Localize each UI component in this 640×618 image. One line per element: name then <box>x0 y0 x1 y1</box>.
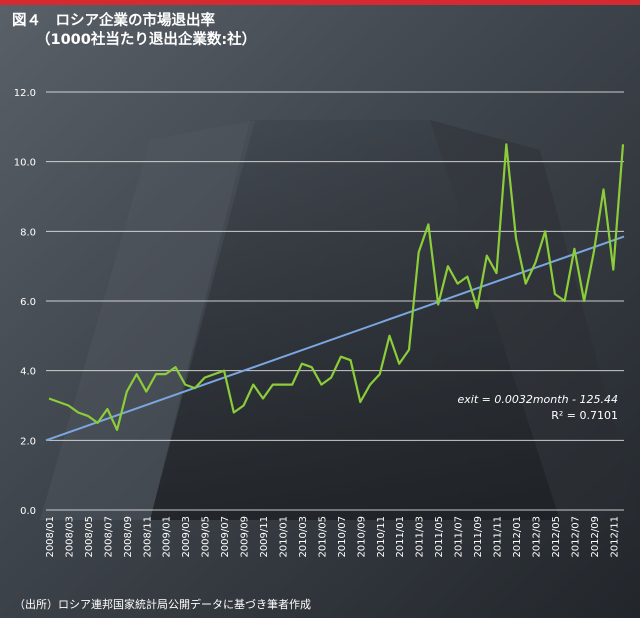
x-tick-label: 2011/05 <box>434 516 445 558</box>
background-escalator <box>150 120 560 520</box>
x-tick-label: 2010/11 <box>376 516 387 558</box>
title-block: 図４ ロシア企業の市場退出率 （1000社当たり退出企業数:社） <box>12 12 256 50</box>
x-tick-label: 2009/11 <box>259 516 270 558</box>
trendline-layer <box>45 235 625 442</box>
x-tick-label: 2011/03 <box>415 516 426 558</box>
x-tick-label: 2010/09 <box>356 516 367 558</box>
series-line <box>48 143 625 431</box>
x-tick-label: 2008/03 <box>64 516 75 558</box>
r-squared-line: R² = 0.7101 <box>551 409 618 422</box>
x-tick-label: 2008/07 <box>103 516 114 558</box>
series-layer <box>48 143 625 431</box>
source-note: （出所）ロシア連邦国家統計局公開データに基づき筆者作成 <box>14 598 311 611</box>
x-tick-label: 2012/11 <box>609 516 620 558</box>
chart-title: 図４ ロシア企業の市場退出率 <box>12 13 215 29</box>
x-tick-label: 2012/03 <box>531 516 542 558</box>
y-tick-label: 4.0 <box>20 367 36 378</box>
chart-subtitle: （1000社当たり退出企業数:社） <box>36 32 257 48</box>
trendline <box>45 235 625 442</box>
accent-bar <box>0 0 640 5</box>
x-tick-label: 2012/01 <box>512 516 523 558</box>
x-tick-label: 2010/05 <box>317 516 328 558</box>
y-tick-label: 0.0 <box>20 506 36 517</box>
gridlines <box>46 91 624 511</box>
x-tick-label: 2012/05 <box>551 516 562 558</box>
x-tick-label: 2012/09 <box>590 516 601 558</box>
y-tick-label: 12.0 <box>14 88 36 99</box>
x-tick-label: 2011/01 <box>395 516 406 558</box>
x-tick-label: 2010/07 <box>337 516 348 558</box>
x-axis-ticks: 2008/01 2008/03 2008/05 2008/07 2008/09 2008/… <box>45 516 620 558</box>
background-rail-right <box>430 120 640 520</box>
equation-line: exit = 0.0032month - 125.44 <box>457 393 619 406</box>
y-axis-ticks: 0.0 2.0 4.0 6.0 8.0 10.0 12.0 <box>14 88 36 517</box>
x-tick-label: 2011/11 <box>493 516 504 558</box>
x-tick-label: 2012/07 <box>570 516 581 558</box>
x-tick-label: 2009/07 <box>220 516 231 558</box>
y-tick-label: 10.0 <box>14 158 36 169</box>
y-tick-label: 8.0 <box>20 227 36 238</box>
y-tick-label: 6.0 <box>20 297 36 308</box>
y-tick-label: 2.0 <box>20 436 36 447</box>
x-tick-label: 2010/01 <box>278 516 289 558</box>
x-tick-label: 2008/01 <box>45 516 56 558</box>
x-tick-label: 2010/03 <box>298 516 309 558</box>
x-tick-label: 2011/09 <box>473 516 484 558</box>
x-tick-label: 2011/07 <box>454 516 465 558</box>
x-tick-label: 2008/09 <box>123 516 134 558</box>
x-tick-label: 2009/03 <box>181 516 192 558</box>
x-tick-label: 2009/01 <box>162 516 173 558</box>
trendline-equation: exit = 0.0032month - 125.44 R² = 0.7101 <box>410 392 619 424</box>
x-tick-label: 2008/11 <box>142 516 153 558</box>
x-tick-label: 2008/05 <box>84 516 95 558</box>
x-tick-label: 2009/05 <box>201 516 212 558</box>
x-tick-label: 2009/09 <box>240 516 251 558</box>
